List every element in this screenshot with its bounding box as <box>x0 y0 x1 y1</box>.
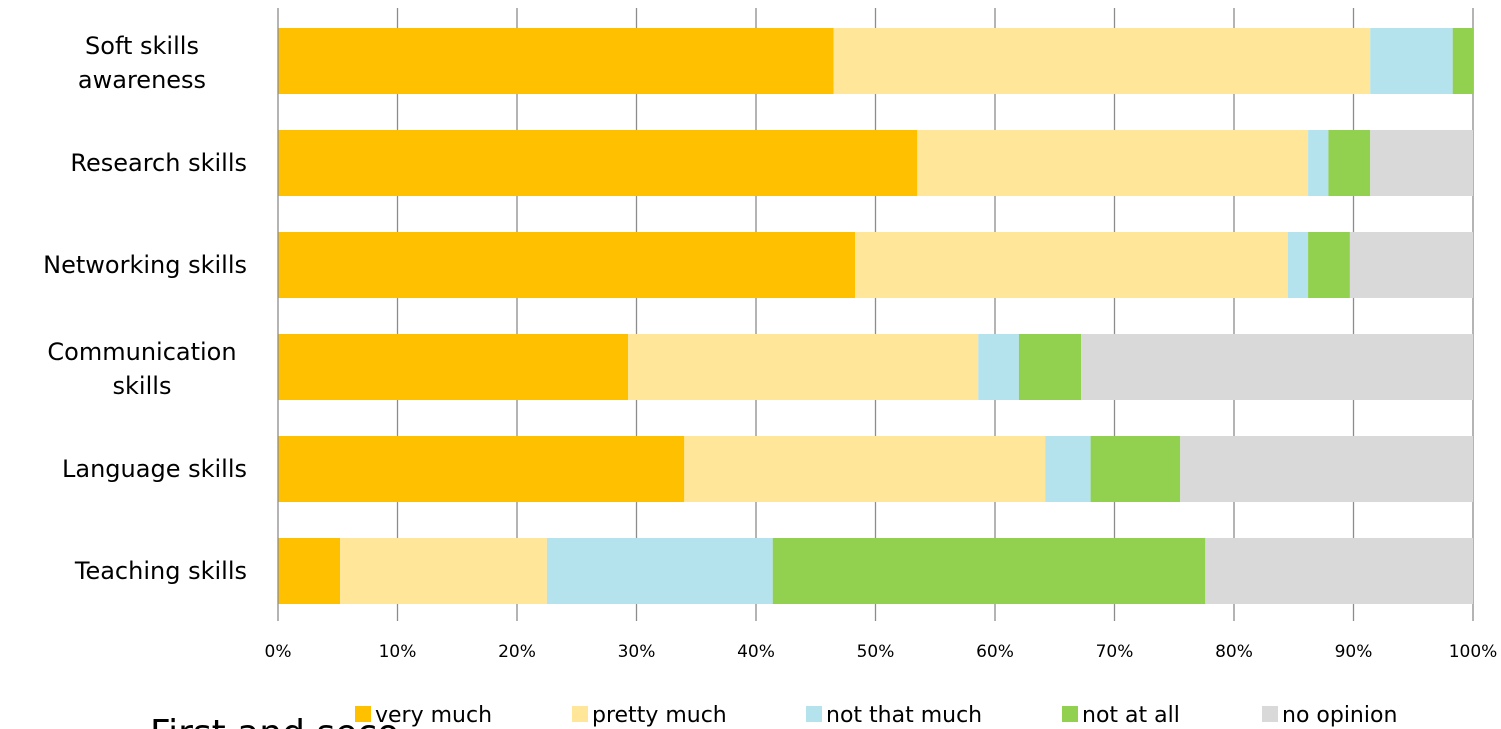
x-tick-label: 100% <box>1449 642 1498 662</box>
bar-segment <box>1287 232 1309 298</box>
bar-segment <box>278 334 629 400</box>
legend-label: pretty much <box>592 703 727 728</box>
bar-segment <box>278 232 856 298</box>
legend-swatch <box>806 706 822 722</box>
legend: very much pretty much not that much not at … <box>355 703 1397 728</box>
legend-item: no opinion <box>1262 703 1397 728</box>
legend-label: very much <box>375 703 492 728</box>
legend-item: not that much <box>806 703 982 728</box>
category-label: Networking skills <box>43 251 247 279</box>
bar-segment <box>833 28 1371 94</box>
cropped-caption: First and seco <box>150 713 399 729</box>
bar-segment <box>1370 28 1453 94</box>
category-label: Research skills <box>70 149 247 177</box>
category-label: Teaching skills <box>74 557 247 585</box>
x-tick-label: 50% <box>857 642 895 662</box>
x-tick-labels: 0% 10% 20% 30% 40% 50% 60% 70% 80% 90% 100% <box>265 642 1498 662</box>
bar-segment <box>978 334 1019 400</box>
bars <box>278 28 1473 604</box>
bar-segment <box>278 130 918 196</box>
legend-swatch <box>355 706 371 722</box>
legend-label: no opinion <box>1282 703 1397 728</box>
bar-segment <box>1045 436 1091 502</box>
bar-segment <box>1349 232 1473 298</box>
x-tick-label: 10% <box>379 642 417 662</box>
x-tick-label: 70% <box>1096 642 1134 662</box>
bar-segment <box>1370 130 1473 196</box>
bar-segment <box>1081 334 1473 400</box>
bar-segment <box>278 28 834 94</box>
bar-segment <box>1090 436 1181 502</box>
bar-segment <box>684 436 1046 502</box>
bar-segment <box>1308 130 1329 196</box>
bar-segment <box>340 538 547 604</box>
bar-segment <box>772 538 1206 604</box>
legend-swatch <box>1262 706 1278 722</box>
legend-swatch <box>572 706 588 722</box>
x-tick-label: 0% <box>265 642 292 662</box>
bar-segment <box>1018 334 1082 400</box>
category-label: Language skills <box>62 455 247 483</box>
legend-label: not at all <box>1082 703 1180 728</box>
x-tick-label: 80% <box>1215 642 1253 662</box>
x-tick-label: 90% <box>1335 642 1373 662</box>
bar-segment <box>1308 232 1350 298</box>
category-labels: Soft skills awareness Research skills Netwo… <box>43 32 247 585</box>
bar-segment <box>855 232 1288 298</box>
bar-segment <box>1452 28 1473 94</box>
bar-segment <box>278 538 341 604</box>
x-tick-label: 30% <box>618 642 656 662</box>
legend-item: not at all <box>1062 703 1180 728</box>
bar-segment <box>1205 538 1473 604</box>
bar-segment <box>917 130 1309 196</box>
bar-segment <box>1180 436 1473 502</box>
legend-item: very much <box>355 703 492 728</box>
legend-swatch <box>1062 706 1078 722</box>
legend-label: not that much <box>826 703 982 728</box>
x-tick-label: 60% <box>976 642 1014 662</box>
category-label: Communication skills <box>47 338 236 400</box>
bar-segment <box>1328 130 1371 196</box>
bar-segment <box>628 334 979 400</box>
category-label: Soft skills awareness <box>78 32 206 94</box>
legend-item: pretty much <box>572 703 727 728</box>
grid-lines <box>396 8 1474 621</box>
x-tick-label: 40% <box>737 642 775 662</box>
x-tick-label: 20% <box>498 642 536 662</box>
bar-segment <box>546 538 773 604</box>
bar-segment <box>278 436 685 502</box>
